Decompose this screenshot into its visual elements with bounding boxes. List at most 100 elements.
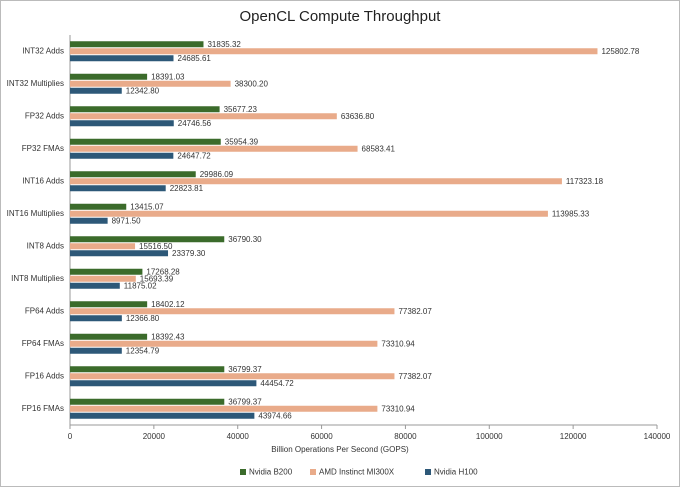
legend-swatch bbox=[425, 469, 431, 475]
value-label: 24647.72 bbox=[177, 151, 211, 160]
value-label: 17268.28 bbox=[146, 267, 180, 276]
bar bbox=[70, 347, 122, 354]
bar bbox=[70, 185, 166, 192]
legend-label: Nvidia H100 bbox=[434, 468, 478, 477]
legend-swatch bbox=[310, 469, 316, 475]
y-tick-label: FP64 FMAs bbox=[22, 339, 64, 348]
bar bbox=[70, 268, 143, 275]
value-label: 117323.18 bbox=[566, 177, 604, 186]
x-axis-label: Billion Operations Per Second (GOPS) bbox=[271, 445, 409, 454]
x-tick-label: 20000 bbox=[143, 432, 166, 441]
bar bbox=[70, 87, 122, 94]
chart-title: OpenCL Compute Throughput bbox=[240, 8, 442, 25]
value-label: 13415.07 bbox=[130, 202, 164, 211]
bar bbox=[70, 120, 174, 127]
legend-swatch bbox=[240, 469, 246, 475]
bar bbox=[70, 203, 127, 210]
value-label: 44454.72 bbox=[260, 379, 294, 388]
bar bbox=[70, 113, 337, 120]
legend-label: AMD Instinct MI300X bbox=[319, 468, 395, 477]
bar bbox=[70, 333, 148, 340]
value-label: 12342.80 bbox=[126, 86, 160, 95]
value-label: 8971.50 bbox=[112, 216, 141, 225]
bar bbox=[70, 380, 257, 387]
bar bbox=[70, 340, 378, 347]
bar bbox=[70, 398, 225, 405]
bar bbox=[70, 152, 174, 159]
value-label: 63636.80 bbox=[341, 112, 375, 121]
bar bbox=[70, 250, 169, 257]
x-tick-label: 100000 bbox=[476, 432, 503, 441]
x-tick-label: 0 bbox=[68, 432, 73, 441]
value-label: 18392.43 bbox=[151, 332, 185, 341]
value-label: 31835.32 bbox=[207, 40, 241, 49]
value-label: 29986.09 bbox=[200, 170, 234, 179]
value-label: 11875.02 bbox=[124, 281, 157, 290]
legend-label: Nvidia B200 bbox=[249, 468, 293, 477]
x-tick-label: 80000 bbox=[394, 432, 417, 441]
value-label: 125802.78 bbox=[601, 47, 639, 56]
y-tick-label: FP64 Adds bbox=[25, 306, 64, 315]
bar bbox=[70, 171, 196, 178]
y-tick-label: INT16 Multiplies bbox=[7, 209, 64, 218]
x-tick-label: 140000 bbox=[644, 432, 671, 441]
x-tick-label: 120000 bbox=[560, 432, 587, 441]
y-tick-label: FP32 FMAs bbox=[22, 144, 64, 153]
bar bbox=[70, 373, 395, 380]
bar bbox=[70, 315, 122, 322]
value-label: 15693.39 bbox=[140, 274, 174, 283]
value-label: 24685.61 bbox=[178, 54, 212, 63]
bar bbox=[70, 282, 120, 289]
bar bbox=[70, 217, 108, 224]
bar bbox=[70, 366, 225, 373]
value-label: 36799.37 bbox=[228, 397, 262, 406]
value-label: 12354.79 bbox=[126, 346, 160, 355]
value-label: 113985.33 bbox=[552, 209, 590, 218]
bar bbox=[70, 145, 358, 152]
bar bbox=[70, 243, 136, 250]
value-label: 73310.94 bbox=[381, 339, 415, 348]
value-label: 38300.20 bbox=[235, 79, 269, 88]
y-tick-label: INT8 Adds bbox=[27, 241, 64, 250]
value-label: 12366.80 bbox=[126, 314, 160, 323]
value-label: 35677.23 bbox=[224, 105, 258, 114]
y-tick-label: FP32 Adds bbox=[25, 111, 64, 120]
bar bbox=[70, 106, 220, 113]
y-tick-label: FP16 FMAs bbox=[22, 404, 64, 413]
bar bbox=[70, 301, 148, 308]
y-tick-label: INT16 Adds bbox=[22, 176, 64, 185]
value-label: 18402.12 bbox=[151, 300, 185, 309]
bar bbox=[70, 210, 548, 217]
value-label: 18391.03 bbox=[151, 72, 185, 81]
bar bbox=[70, 55, 174, 62]
value-label: 77382.07 bbox=[398, 307, 432, 316]
bar bbox=[70, 275, 136, 282]
bar bbox=[70, 73, 148, 80]
value-label: 23379.30 bbox=[172, 249, 206, 258]
value-label: 15516.50 bbox=[139, 242, 173, 251]
bar bbox=[70, 41, 204, 48]
bar bbox=[70, 138, 221, 145]
bar bbox=[70, 48, 598, 55]
x-tick-label: 60000 bbox=[310, 432, 333, 441]
value-label: 43974.66 bbox=[258, 411, 292, 420]
value-label: 36790.30 bbox=[228, 235, 262, 244]
value-label: 22823.81 bbox=[170, 184, 204, 193]
value-label: 35954.39 bbox=[225, 137, 259, 146]
y-tick-label: FP16 Adds bbox=[25, 371, 64, 380]
value-label: 68583.41 bbox=[362, 144, 396, 153]
y-tick-label: INT32 Multiplies bbox=[7, 79, 64, 88]
x-tick-label: 40000 bbox=[227, 432, 250, 441]
value-label: 77382.07 bbox=[398, 372, 432, 381]
value-label: 24746.56 bbox=[178, 119, 212, 128]
bar bbox=[70, 405, 378, 412]
bar bbox=[70, 178, 562, 185]
value-label: 36799.37 bbox=[228, 365, 262, 374]
bar bbox=[70, 412, 255, 419]
y-tick-label: INT32 Adds bbox=[22, 46, 64, 55]
value-label: 73310.94 bbox=[381, 404, 415, 413]
bar bbox=[70, 236, 225, 243]
y-tick-label: INT8 Multiplies bbox=[11, 274, 64, 283]
bar bbox=[70, 80, 231, 87]
